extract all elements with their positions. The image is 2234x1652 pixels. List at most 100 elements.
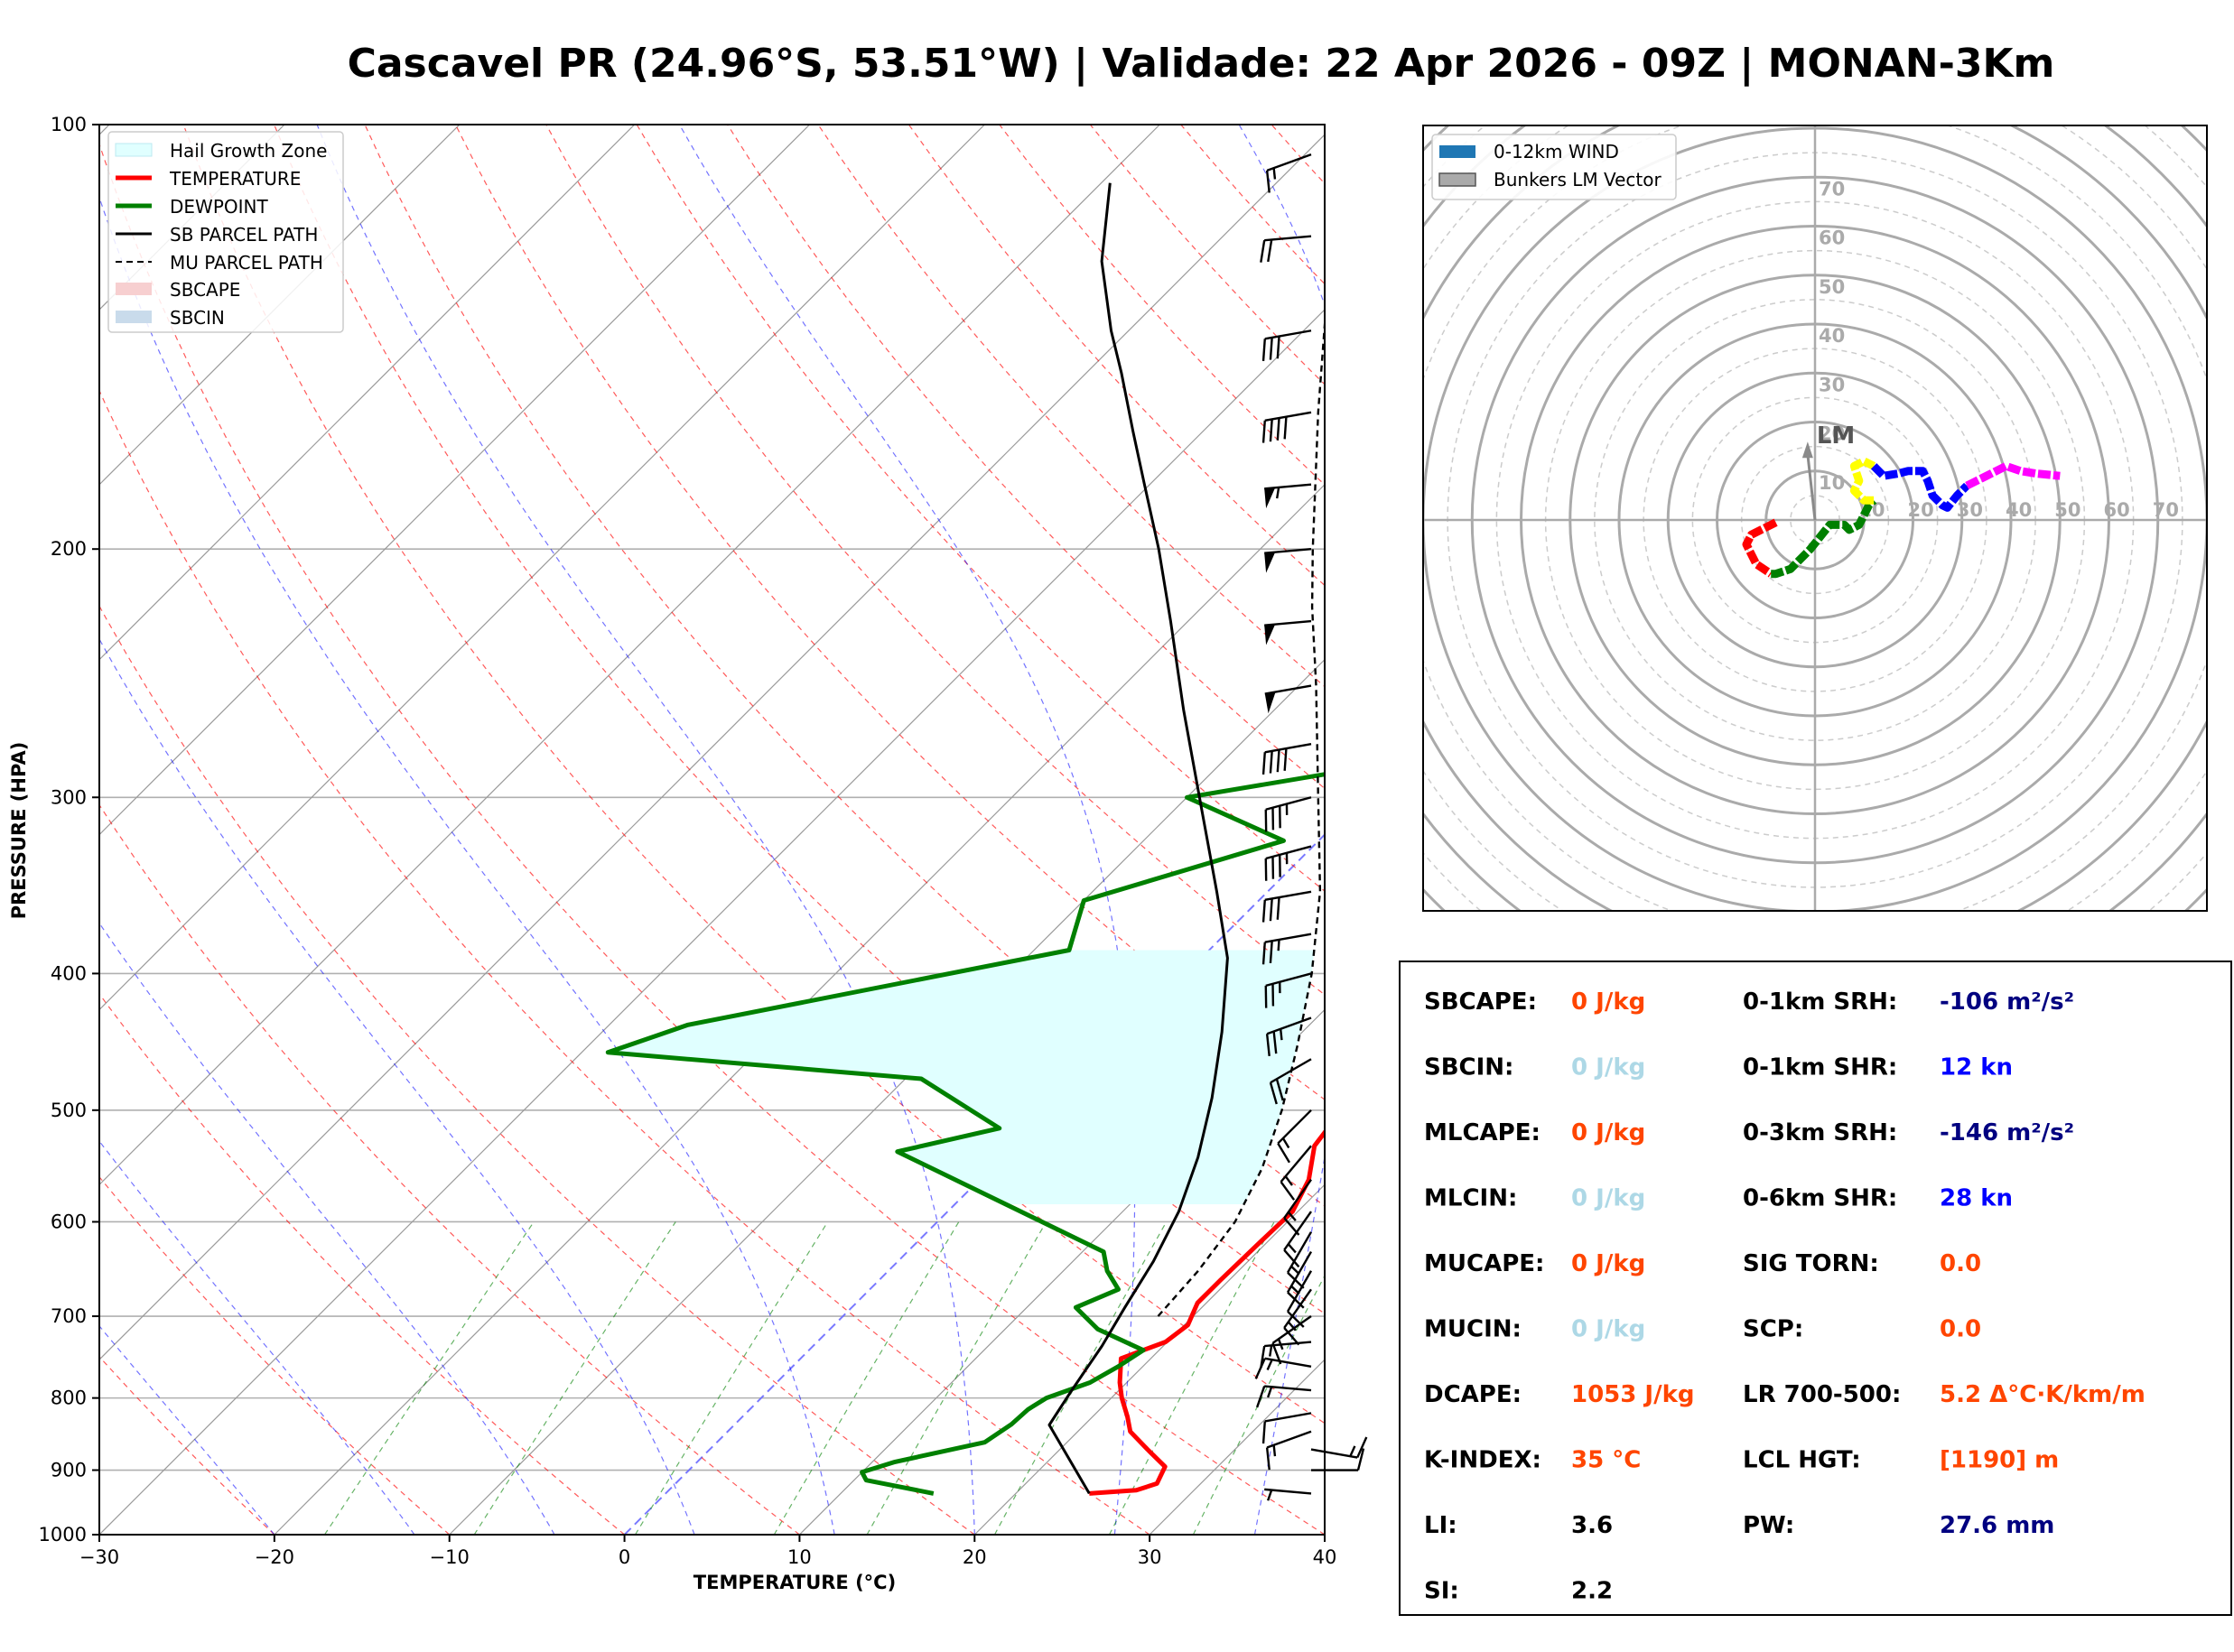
barb-staff <box>1264 235 1312 242</box>
barb-staff <box>1264 411 1312 422</box>
barb-full <box>1261 899 1266 923</box>
wind-barb <box>1286 1250 1313 1309</box>
legend-box <box>107 131 344 333</box>
y-tick-label: 100 <box>51 114 87 135</box>
hodo-axis-label: 60 <box>2104 499 2130 521</box>
index-value-left: 0 J/kg <box>1571 1316 1645 1343</box>
barb-staff <box>1271 1315 1312 1344</box>
skewt-profiles <box>605 182 1325 1496</box>
barb-half <box>1266 1490 1273 1501</box>
barb-staff <box>1264 743 1312 754</box>
barb-staff <box>1264 548 1312 554</box>
barb-pennant <box>1264 552 1276 573</box>
barb-half <box>1277 939 1280 951</box>
hodo-ring-label: 50 <box>1819 276 1845 298</box>
wind-barb <box>1271 1315 1312 1365</box>
skewt-frame <box>98 124 1326 1536</box>
index-label-right: 0-3km SRH: <box>1743 1119 1897 1146</box>
barb-pennant <box>1264 487 1276 509</box>
mixing-ratio-line <box>1192 1274 1325 1535</box>
hodograph-frame <box>1422 125 2208 912</box>
barb-staff <box>1277 1109 1312 1145</box>
barb-full <box>1283 1327 1300 1346</box>
barb-half <box>1290 1285 1300 1295</box>
barb-half <box>1281 1137 1290 1149</box>
wind-barb <box>1286 1231 1313 1289</box>
barb-half <box>1290 1265 1300 1276</box>
lm-arrowhead <box>1801 441 1813 459</box>
hodo-axis-label: 20 <box>1908 499 1934 521</box>
barb-staff <box>1264 1385 1312 1392</box>
barb-staff <box>1286 1231 1313 1274</box>
barb-staff <box>1286 1250 1313 1294</box>
hodo-segment <box>1870 463 1970 512</box>
x-tick-label: −10 <box>430 1546 470 1568</box>
barb-full <box>1283 748 1288 771</box>
wind-barb <box>1261 411 1312 443</box>
hodo-ring-label: 10 <box>1819 472 1845 494</box>
mixing-ratio-line <box>1108 1221 1275 1535</box>
hodo-axis-label: 70 <box>2153 499 2179 521</box>
index-value-left: 1053 J/kg <box>1571 1381 1695 1408</box>
barb-staff <box>1264 1341 1312 1348</box>
mixing-ratio-line <box>634 1221 829 1535</box>
index-value-left: 0 J/kg <box>1571 1250 1645 1277</box>
y-axis-label: PRESSURE (HPA) <box>8 742 30 920</box>
moist-adiabat <box>99 637 695 1535</box>
dry-adiabat <box>727 125 1325 790</box>
hodo-segment <box>1849 457 1876 505</box>
legend-label-hail: Hail Growth Zone <box>170 140 327 162</box>
index-value-left: 3.6 <box>1571 1512 1613 1539</box>
barb-staff <box>1266 1016 1312 1035</box>
legend-swatch-sbcape <box>116 283 152 295</box>
isotherm--60 <box>99 125 985 1011</box>
legend-swatch-hail <box>115 143 153 157</box>
sb_parcel-line <box>1047 182 1229 1495</box>
barb-full <box>1277 1142 1290 1164</box>
indices-row: LI: 3.6 PW: 27.6 mm <box>1424 1512 2054 1539</box>
barb-full <box>1280 1181 1296 1201</box>
x-tick-label: −20 <box>255 1546 294 1568</box>
wind-barb <box>1264 972 1312 1008</box>
barb-half <box>1284 1175 1293 1186</box>
wind-barb <box>1260 235 1312 263</box>
barb-full <box>1287 1291 1305 1309</box>
mixing-ratio-line <box>993 1221 1168 1535</box>
isotherm-10 <box>798 1008 1325 1535</box>
dry-adiabat <box>182 125 1325 1425</box>
barb-full <box>1255 1386 1266 1408</box>
barb-full <box>1276 336 1280 359</box>
barb-half <box>1277 1338 1284 1350</box>
dry-adiabat <box>99 1175 451 1535</box>
barb-full <box>1283 416 1288 440</box>
moist-adiabat <box>316 125 975 1535</box>
index-label-left: MLCAPE: <box>1424 1119 1541 1146</box>
index-label-right: 0-6km SHR: <box>1743 1185 1897 1212</box>
index-value-right: 5.2 Δ°C·K/km/m <box>1940 1381 2146 1408</box>
skewt-axes: −30 −20 −10 0 10 20 30 40 100 200 300 400 500 600 700 8… <box>39 114 1337 1568</box>
x-tick-label: 20 <box>963 1546 987 1568</box>
legend-label-dewpoint: DEWPOINT <box>170 196 268 218</box>
hail-growth-zone <box>610 950 1315 1204</box>
dry-adiabat <box>817 125 1325 688</box>
index-value-right: -146 m²/s² <box>1940 1119 2074 1146</box>
index-value-right: 0.0 <box>1940 1316 1981 1343</box>
barb-full <box>1356 1436 1368 1459</box>
dry-adiabat <box>99 142 1325 1535</box>
moist-adiabat <box>1238 125 1325 1535</box>
index-value-left: 0 J/kg <box>1571 1054 1645 1081</box>
index-value-left: 35 °C <box>1571 1447 1641 1474</box>
wind-barb <box>1264 483 1312 509</box>
index-label-left: MUCAPE: <box>1424 1250 1544 1277</box>
barb-staff <box>1264 329 1312 340</box>
legend-label-mu-parcel: MU PARCEL PATH <box>170 252 323 274</box>
barb-staff <box>1280 1145 1312 1183</box>
skewt-legend: Hail Growth Zone TEMPERATURE DEWPOINT SB… <box>107 131 344 333</box>
barb-full <box>1287 1310 1305 1328</box>
barb-full <box>1276 418 1280 441</box>
wind-barb <box>1254 1357 1312 1379</box>
wind-barb <box>1283 1178 1312 1236</box>
lm-vector <box>1806 454 1817 521</box>
